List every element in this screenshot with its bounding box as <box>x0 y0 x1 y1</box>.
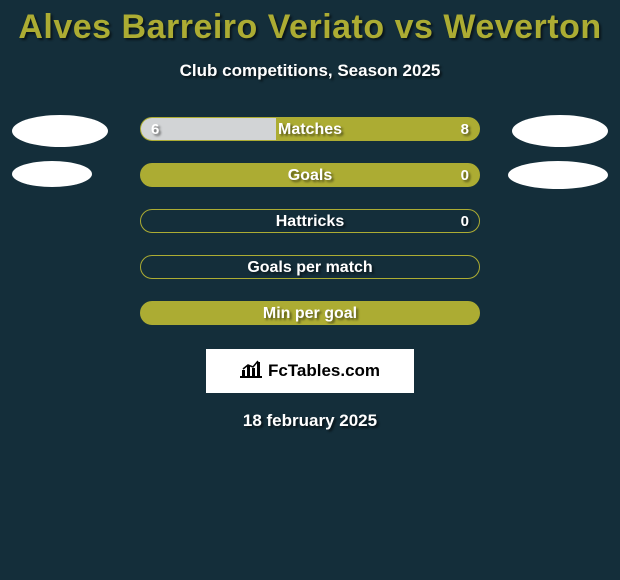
stats-infographic: Alves Barreiro Veriato vs Weverton Club … <box>0 0 620 580</box>
player-avatar-left <box>12 115 108 147</box>
stat-bar: Goals per match <box>140 255 480 279</box>
player-avatar-right <box>512 115 608 147</box>
stat-bar-right-fill <box>141 302 479 324</box>
stat-bar: 0Goals <box>140 163 480 187</box>
player-avatar-right <box>508 161 608 189</box>
stat-value-left: 6 <box>151 118 159 141</box>
stat-bar: 0Hattricks <box>140 209 480 233</box>
stat-bar: 68Matches <box>140 117 480 141</box>
stat-bar-right-fill <box>141 164 479 186</box>
source-logo-text: FcTables.com <box>268 361 380 381</box>
player-avatar-left <box>12 161 92 187</box>
stat-row: Goals per match <box>0 247 620 293</box>
stat-row: 68Matches <box>0 109 620 155</box>
source-logo[interactable]: FcTables.com <box>206 349 414 393</box>
stat-rows: 68Matches0Goals0HattricksGoals per match… <box>0 109 620 339</box>
stat-row: Min per goal <box>0 293 620 339</box>
stat-bar-right-fill <box>276 118 479 140</box>
stat-label: Hattricks <box>141 210 479 233</box>
page-subtitle: Club competitions, Season 2025 <box>0 61 620 81</box>
stat-label: Goals per match <box>141 256 479 279</box>
stat-value-right: 0 <box>461 164 469 187</box>
stat-bar-left-fill <box>141 118 276 140</box>
stat-value-right: 0 <box>461 210 469 233</box>
stat-value-right: 8 <box>461 118 469 141</box>
chart-icon <box>240 360 262 383</box>
stat-bar: Min per goal <box>140 301 480 325</box>
page-title: Alves Barreiro Veriato vs Weverton <box>0 0 620 47</box>
date-label: 18 february 2025 <box>0 411 620 431</box>
stat-row: 0Goals <box>0 155 620 201</box>
stat-row: 0Hattricks <box>0 201 620 247</box>
